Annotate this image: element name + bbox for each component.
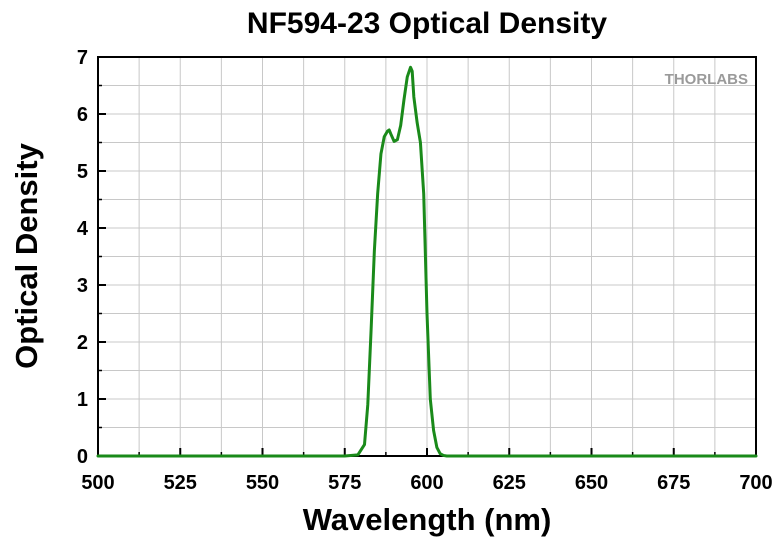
series-line (96, 65, 758, 458)
x-tick-label: 600 (410, 472, 443, 494)
y-tick-label: 6 (77, 104, 88, 126)
chart-title: NF594-23 Optical Density (247, 7, 607, 40)
series-layer (96, 65, 758, 458)
y-tick-label: 0 (77, 446, 88, 468)
y-tick-label: 2 (77, 332, 88, 354)
thorlabs-watermark: THORLABS (665, 71, 748, 88)
x-tick-label: 500 (81, 472, 114, 494)
y-tick-label: 7 (77, 47, 88, 69)
y-tick-label: 3 (77, 275, 88, 297)
x-axis-label: Wavelength (nm) (303, 502, 552, 537)
tick-labels: 500 525 550 575 600 625 650 675 700 0 1 2 3 4 5 6 7 (77, 47, 773, 494)
x-tick-label: 575 (328, 472, 361, 494)
y-tick-label: 1 (77, 389, 88, 411)
x-tick-label: 550 (246, 472, 279, 494)
x-tick-label: 650 (575, 472, 608, 494)
y-tick-label: 4 (77, 218, 89, 240)
x-tick-label: 700 (739, 472, 772, 494)
y-axis-label: Optical Density (9, 142, 44, 368)
x-tick-label: 625 (493, 472, 526, 494)
y-tick-label: 5 (77, 161, 88, 183)
x-tick-label: 675 (657, 472, 690, 494)
x-tick-label: 525 (164, 472, 197, 494)
grid (98, 57, 756, 456)
